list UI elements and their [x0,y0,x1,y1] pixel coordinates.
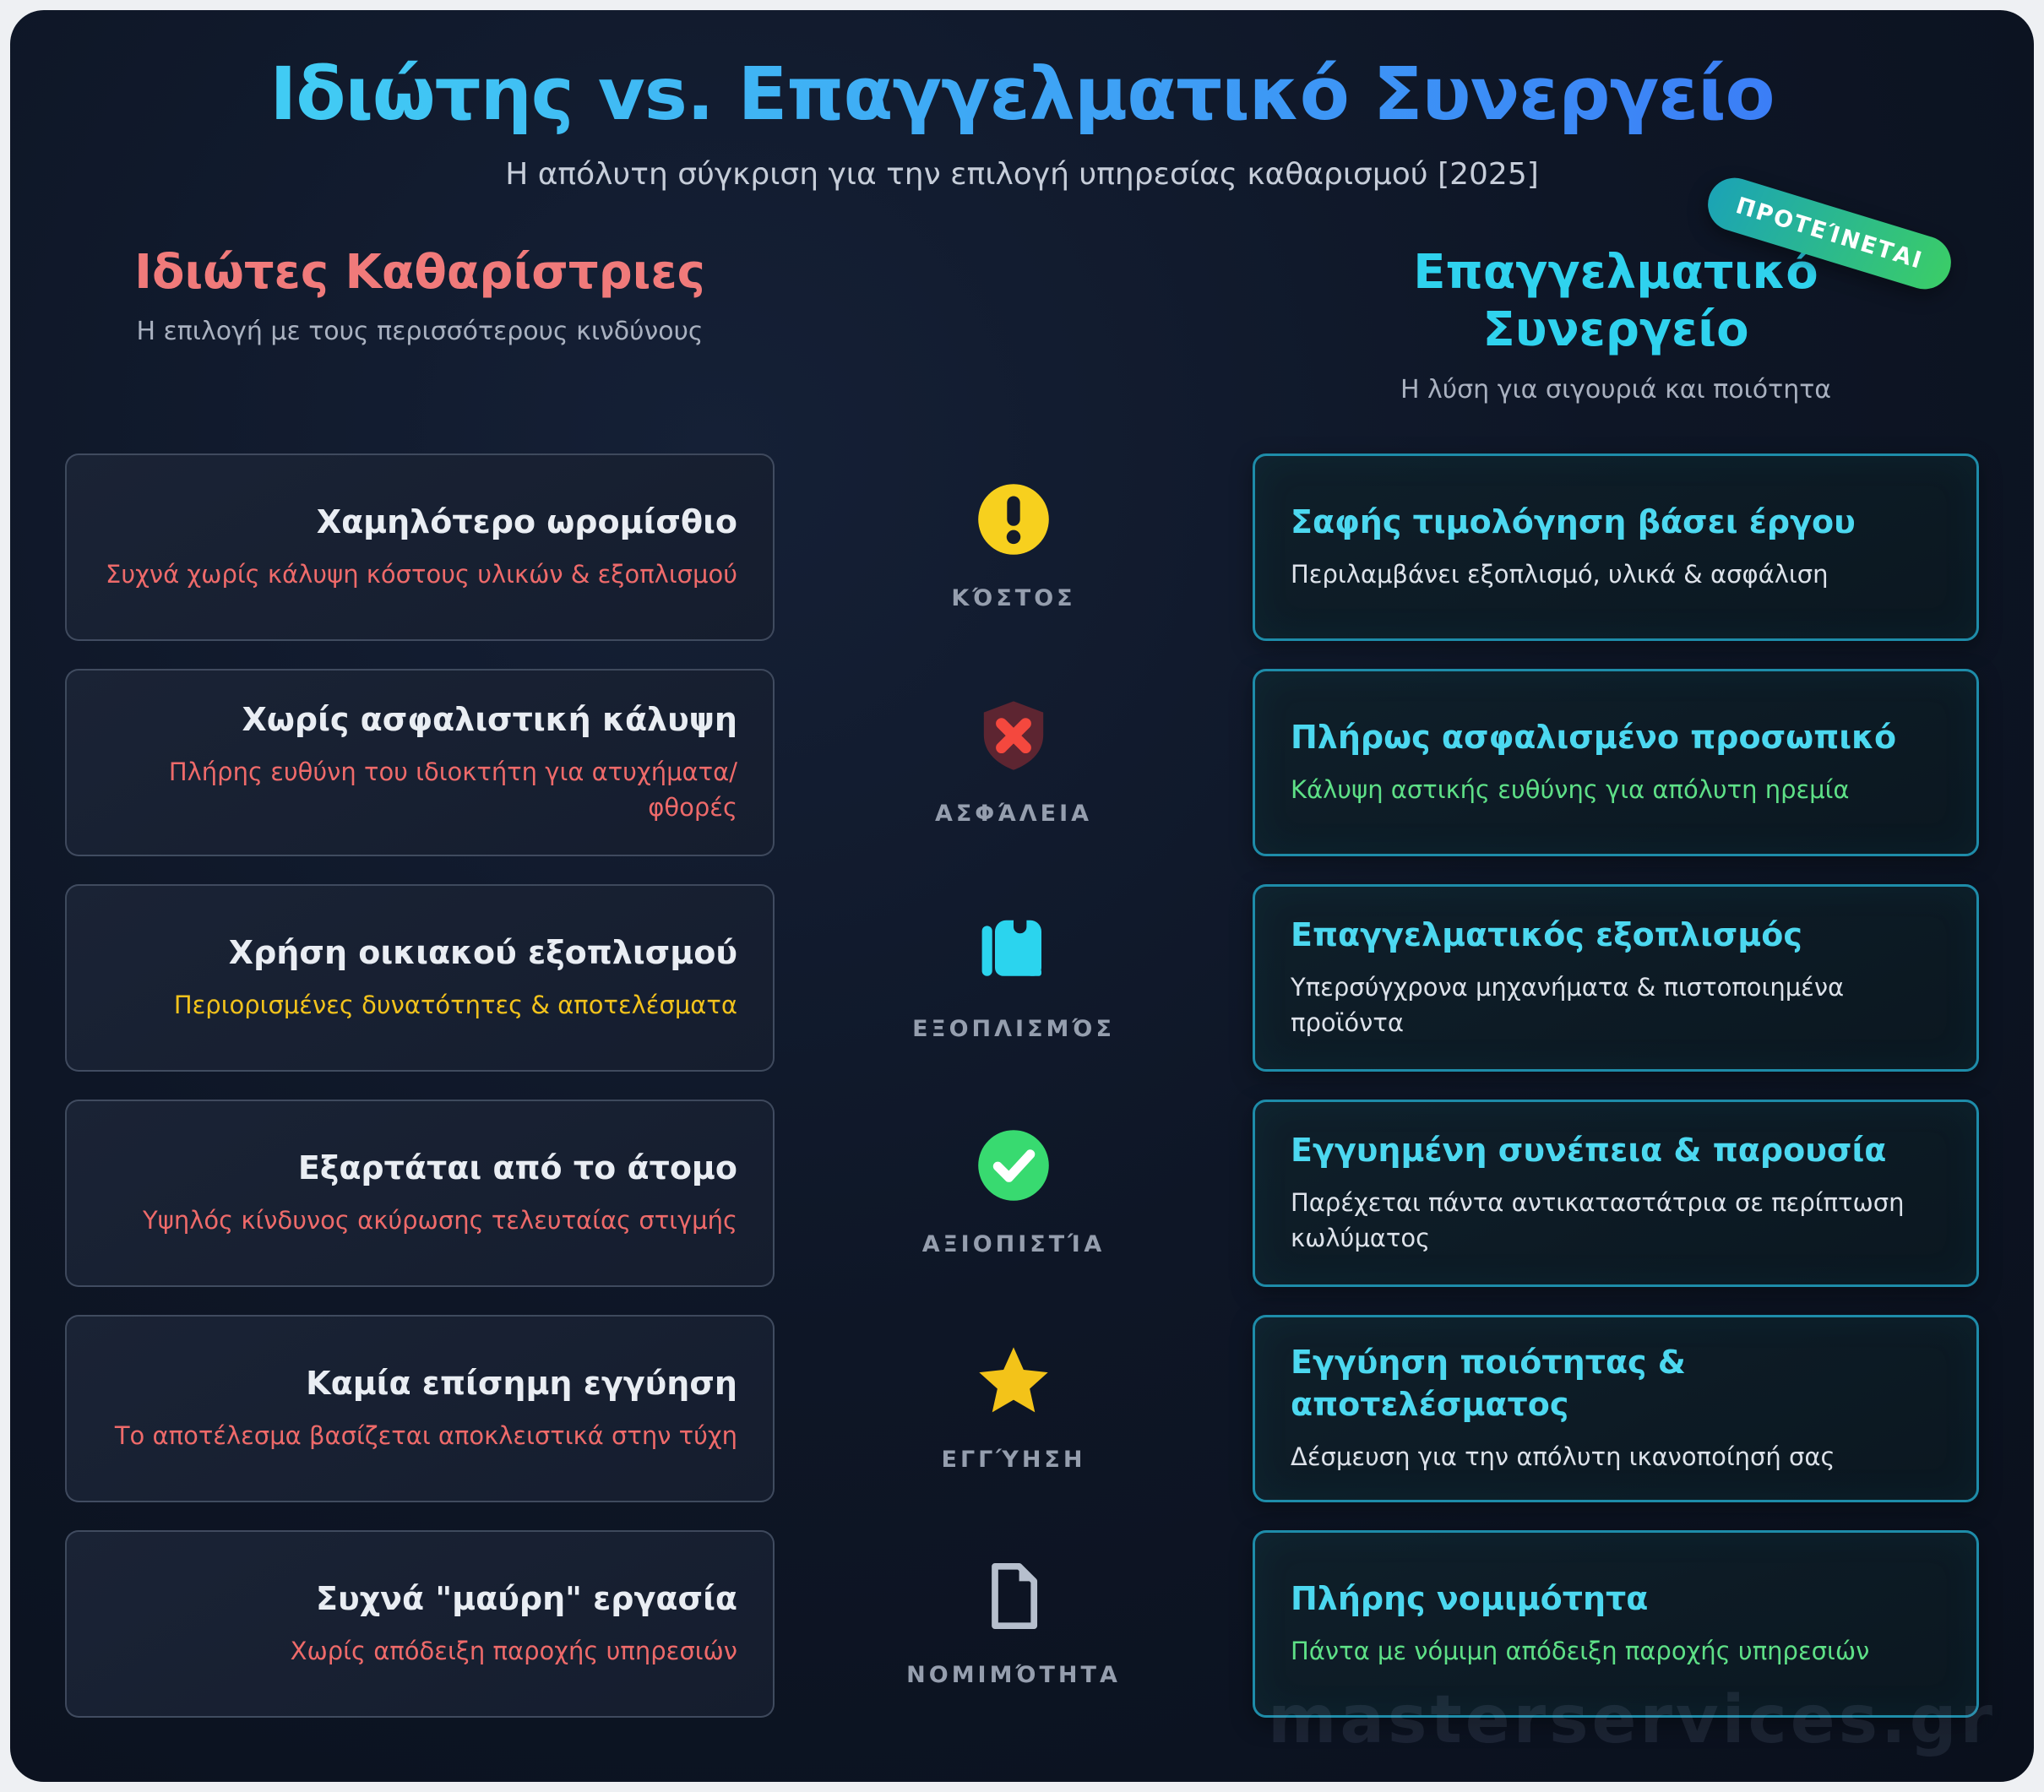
private-card-subtitle: Πλήρης ευθύνη του ιδιοκτήτη για ατυχήματ… [168,758,737,823]
category-label: ΑΞΙΟΠΙΣΤΊΑ [921,1231,1106,1258]
private-card-subtitle: Το αποτέλεσμα βασίζεται αποκλειστικά στη… [114,1421,737,1451]
right-column-header: ΠΡΟΤΕΊΝΕΤΑΙ Επαγγελματικό Συνεργείο Η λύ… [1253,171,1979,405]
private-card-title: Εξαρτάται από το άτομο [297,1149,737,1187]
right-column-title: Επαγγελματικό Συνεργείο [1413,245,1818,358]
private-card: Εξαρτάται από το άτομο Υψηλός κίνδυνος α… [65,1099,775,1287]
professional-card-subtitle: Δέσμευση για την απόλυτη ικανοποίησή σας [1291,1442,1835,1471]
private-card-subtitle: Χωρίς απόδειξη παροχής υπηρεσιών [290,1637,737,1666]
professional-card: Επαγγελματικός εξοπλισμός Υπερσύγχρονα μ… [1253,883,1979,1072]
private-card-title: Χωρίς ασφαλιστική κάλυψη [242,700,737,738]
private-card-subtitle: Περιορισμένες δυνατότητες & αποτελέσματα [173,991,737,1020]
private-card-subtitle: Υψηλός κίνδυνος ακύρωσης τελευταίας στιγ… [142,1206,737,1235]
cost-alert-icon [976,482,1051,557]
professional-card-title: Εγγυημένη συνέπεια & παρουσία [1291,1131,1887,1169]
page-subtitle: Η απόλυτη σύγκριση για την επιλογή υπηρε… [505,157,1539,192]
professional-card-title: Σαφής τιμολόγηση βάσει έργου [1291,502,1856,540]
category-cell: ΕΞΟΠΛΙΣΜΌΣ [775,884,1253,1072]
professional-card-subtitle: Κάλυψη αστικής ευθύνης για απόλυτη ηρεμί… [1291,775,1850,805]
page-header: Ιδιώτης vs. Επαγγελματικό Συνεργείο Η απ… [10,10,2034,192]
legality-document-icon [976,1559,1051,1633]
comparison-row-reliability: Εξαρτάται από το άτομο Υψηλός κίνδυνος α… [65,1099,1979,1287]
comparison-rows: Χαμηλότερο ωρομίσθιο Συχνά χωρίς κάλυψη … [10,453,2034,1718]
equipment-icon [976,913,1051,987]
left-column-subtitle: Η επιλογή με τους περισσότερους κινδύνου… [136,317,704,347]
private-card-title: Συχνά "μαύρη" εργασία [315,1579,737,1617]
professional-card-subtitle: Περιλαμβάνει εξοπλισμό, υλικά & ασφάλιση [1291,560,1829,589]
private-card-title: Χαμηλότερο ωρομίσθιο [316,502,737,540]
professional-card-title: Πλήρως ασφαλισμένο προσωπικό [1291,718,1897,756]
column-headers: Ιδιώτες Καθαρίστριες Η επιλογή με τους π… [10,171,2034,405]
private-card: Χρήση οικιακού εξοπλισμού Περιορισμένες … [65,883,775,1072]
comparison-row-cost: Χαμηλότερο ωρομίσθιο Συχνά χωρίς κάλυψη … [65,453,1979,641]
professional-card-subtitle: Παρέχεται πάντα αντικαταστάτρια σε περίπ… [1291,1188,1905,1253]
professional-card: Εγγυημένη συνέπεια & παρουσία Παρέχεται … [1253,1099,1979,1287]
page-title: Ιδιώτης vs. Επαγγελματικό Συνεργείο [10,52,2034,137]
private-card-subtitle: Συχνά χωρίς κάλυψη κόστους υλικών & εξοπ… [106,560,737,589]
category-label: ΑΣΦΆΛΕΙΑ [934,801,1093,828]
category-label: ΕΞΟΠΛΙΣΜΌΣ [912,1016,1115,1043]
professional-card: Πλήρως ασφαλισμένο προσωπικό Κάλυψη αστι… [1253,668,1979,856]
left-column-header: Ιδιώτες Καθαρίστριες Η επιλογή με τους π… [65,244,775,405]
private-card: Χωρίς ασφαλιστική κάλυψη Πλήρης ευθύνη τ… [65,668,775,856]
private-card-title: Καμία επίσημη εγγύηση [306,1364,737,1402]
comparison-row-insurance: Χωρίς ασφαλιστική κάλυψη Πλήρης ευθύνη τ… [65,668,1979,856]
professional-card: Σαφής τιμολόγηση βάσει έργου Περιλαμβάνε… [1253,453,1979,641]
left-column-title: Ιδιώτες Καθαρίστριες [134,245,705,300]
comparison-row-guarantee: Καμία επίσημη εγγύηση Το αποτέλεσμα βασί… [65,1314,1979,1502]
category-cell: ΝΟΜΙΜΌΤΗΤΑ [775,1530,1253,1718]
category-cell: ΑΞΙΟΠΙΣΤΊΑ [775,1100,1253,1287]
category-cell: ΑΣΦΆΛΕΙΑ [775,669,1253,856]
private-card: Συχνά "μαύρη" εργασία Χωρίς απόδειξη παρ… [65,1529,775,1718]
reliability-check-icon [976,1128,1051,1203]
professional-card: Εγγύηση ποιότητας & αποτελέσματος Δέσμευ… [1253,1314,1979,1502]
guarantee-star-icon [976,1344,1051,1418]
comparison-row-legality: Συχνά "μαύρη" εργασία Χωρίς απόδειξη παρ… [65,1529,1979,1718]
professional-card: Πλήρης νομιμότητα Πάντα με νόμιμη απόδει… [1253,1529,1979,1718]
category-label: ΚΌΣΤΟΣ [951,585,1076,612]
private-card: Καμία επίσημη εγγύηση Το αποτέλεσμα βασί… [65,1314,775,1502]
column-header-spacer [775,244,1253,405]
category-cell: ΕΓΓΎΗΣΗ [775,1315,1253,1502]
infographic-container: Ιδιώτης vs. Επαγγελματικό Συνεργείο Η απ… [10,10,2034,1782]
private-card: Χαμηλότερο ωρομίσθιο Συχνά χωρίς κάλυψη … [65,453,775,641]
professional-card-title: Πλήρης νομιμότητα [1291,1579,1649,1617]
professional-card-subtitle: Υπερσύγχρονα μηχανήματα & πιστοποιημένα … [1291,973,1845,1038]
professional-card-subtitle: Πάντα με νόμιμη απόδειξη παροχής υπηρεσι… [1291,1637,1870,1666]
right-column-subtitle: Η λύση για σιγουριά και ποιότητα [1400,374,1832,405]
category-label: ΝΟΜΙΜΌΤΗΤΑ [906,1662,1121,1689]
category-cell: ΚΌΣΤΟΣ [775,453,1253,641]
private-card-title: Χρήση οικιακού εξοπλισμού [228,933,737,971]
professional-card-title: Εγγύηση ποιότητας & αποτελέσματος [1291,1344,1686,1423]
category-label: ΕΓΓΎΗΣΗ [941,1447,1086,1474]
insurance-shield-icon [976,698,1051,772]
professional-card-title: Επαγγελματικός εξοπλισμός [1291,915,1802,953]
comparison-row-equipment: Χρήση οικιακού εξοπλισμού Περιορισμένες … [65,883,1979,1072]
